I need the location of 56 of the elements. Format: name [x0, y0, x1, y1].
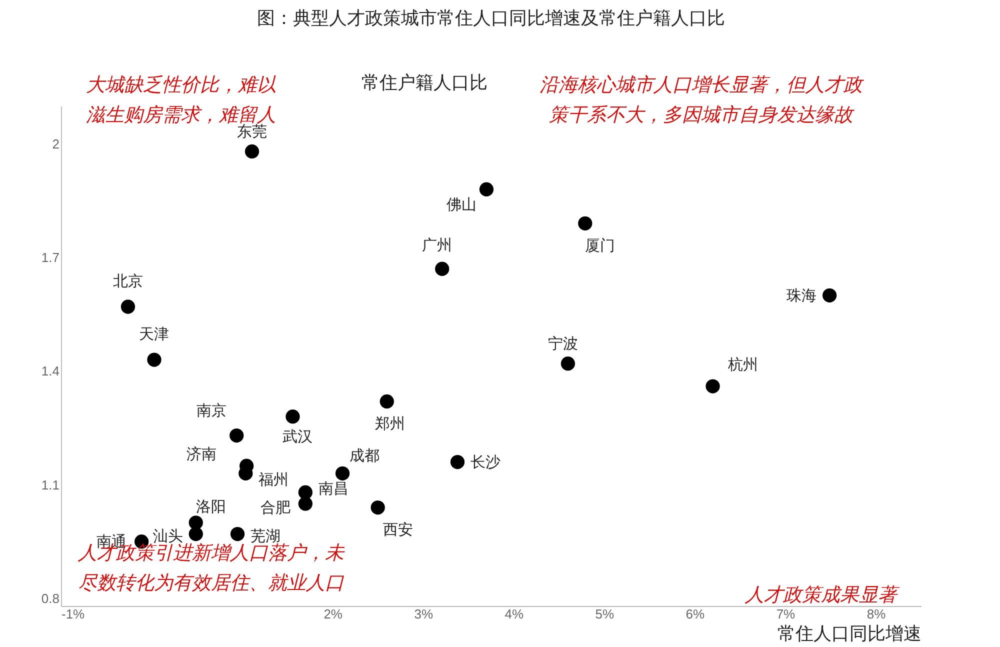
point — [298, 496, 312, 511]
annotation: 人才政策成果显著 — [744, 585, 900, 606]
x-tick-label: -1% — [62, 606, 86, 622]
point — [120, 300, 136, 314]
y-tick-label: 0.8 — [41, 590, 60, 606]
point — [560, 356, 576, 371]
data-label: 福州 — [258, 471, 289, 488]
point — [450, 455, 465, 470]
point — [230, 428, 244, 443]
chart-title: 图：典型人才政策城市常住人口同比增速及常住户籍人口比 — [257, 8, 725, 28]
data-label: 北京 — [112, 272, 143, 290]
data-label: 洛阳 — [196, 498, 226, 516]
point — [479, 182, 494, 196]
data-label: 南昌 — [318, 480, 348, 498]
y-tick-label: 2 — [52, 136, 60, 152]
x-tick-label: 2% — [324, 606, 343, 622]
data-label: 济南 — [186, 446, 217, 463]
point — [370, 500, 385, 515]
data-label: 合肥 — [260, 500, 290, 517]
point — [188, 526, 203, 542]
data-label: 南京 — [196, 402, 227, 420]
data-label: 珠海 — [786, 287, 817, 304]
point — [147, 352, 162, 367]
x-tick-label: 6% — [686, 606, 706, 622]
point — [578, 216, 592, 230]
data-label: 广州 — [422, 236, 452, 254]
point — [230, 526, 245, 542]
x-tick-label: 8% — [866, 606, 886, 622]
data-label: 郑州 — [374, 415, 405, 432]
point — [706, 379, 720, 394]
y-tick-label: 1.7 — [41, 250, 60, 266]
data-label: 武汉 — [282, 428, 313, 446]
x-tick-label: 4% — [504, 606, 524, 622]
data-label: 长沙 — [470, 454, 501, 472]
data-label: 成都 — [350, 447, 380, 464]
x-axis-title: 常住人口同比增速 — [778, 624, 922, 644]
data-label: 杭州 — [726, 356, 758, 374]
annotation: 沿海核心城市人口增长显著，但人才政策干系不大，多因城市自身发达缘故 — [540, 74, 864, 126]
data-label: 西安 — [382, 522, 413, 539]
y-tick-label: 1.4 — [41, 364, 60, 379]
x-tick-label: 7% — [776, 606, 796, 622]
x-tick-label: 5% — [595, 606, 614, 622]
point — [822, 288, 837, 302]
point — [335, 466, 350, 480]
data-label: 东莞 — [237, 123, 268, 140]
point — [435, 262, 450, 276]
y-axis-title: 常住户籍人口比 — [362, 72, 488, 92]
point — [286, 410, 300, 424]
point — [244, 144, 260, 159]
data-label: 天津 — [139, 326, 170, 343]
data-label: 宁波 — [548, 336, 578, 353]
data-label: 佛山 — [446, 196, 476, 214]
y-tick-label: 1.1 — [41, 477, 60, 492]
point — [380, 394, 394, 409]
x-tick-label: 3% — [414, 606, 434, 622]
data-label: 厦门 — [585, 237, 616, 254]
